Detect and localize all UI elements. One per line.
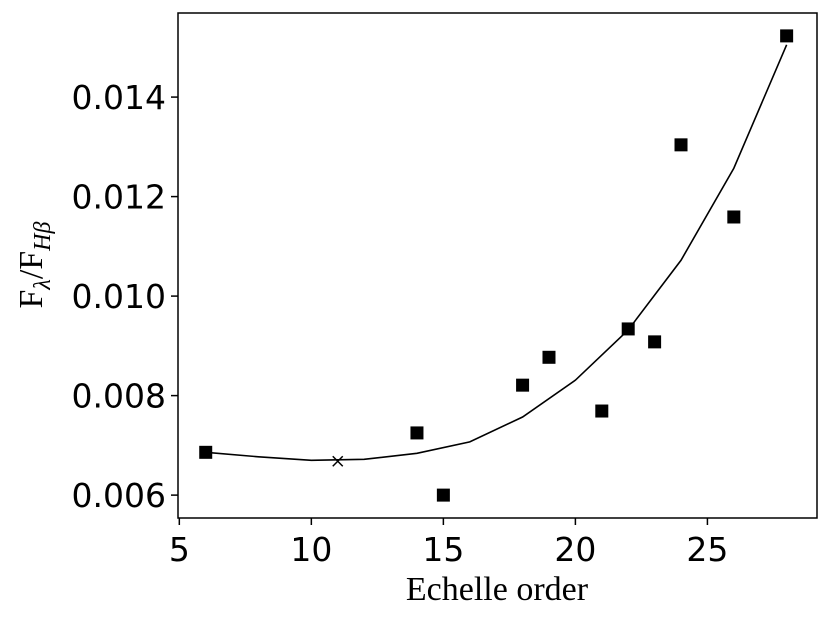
data-point (595, 404, 609, 418)
data-point (780, 29, 794, 43)
plot-frame (177, 12, 818, 519)
x-tick-label: 25 (686, 530, 728, 569)
y-label-part: /F (13, 251, 50, 279)
data-point (410, 426, 424, 440)
x-tick-label: 15 (422, 530, 464, 569)
cross-marker (332, 455, 344, 467)
data-point (727, 210, 741, 224)
y-tick-label: 0.014 (72, 78, 166, 117)
y-tick-label: 0.006 (72, 476, 166, 515)
y-label-part: λ (30, 279, 56, 290)
y-tick-label: 0.008 (72, 377, 166, 416)
data-point (542, 350, 556, 364)
data-point (436, 488, 450, 502)
y-label-part: F (13, 290, 50, 309)
fit-line (205, 44, 788, 462)
x-axis-label: Echelle order (406, 571, 589, 608)
y-label-part: Hβ (30, 221, 56, 251)
y-tick-label: 0.012 (72, 178, 166, 217)
x-tick-label: 20 (554, 530, 596, 569)
x-tick-label: 5 (169, 530, 190, 569)
data-point (674, 138, 688, 152)
x-tick-label: 10 (290, 530, 332, 569)
data-point (648, 335, 662, 349)
data-point (516, 378, 530, 392)
y-tick-label: 0.010 (72, 277, 166, 316)
y-axis-label: Fλ/FHβ (13, 221, 56, 308)
